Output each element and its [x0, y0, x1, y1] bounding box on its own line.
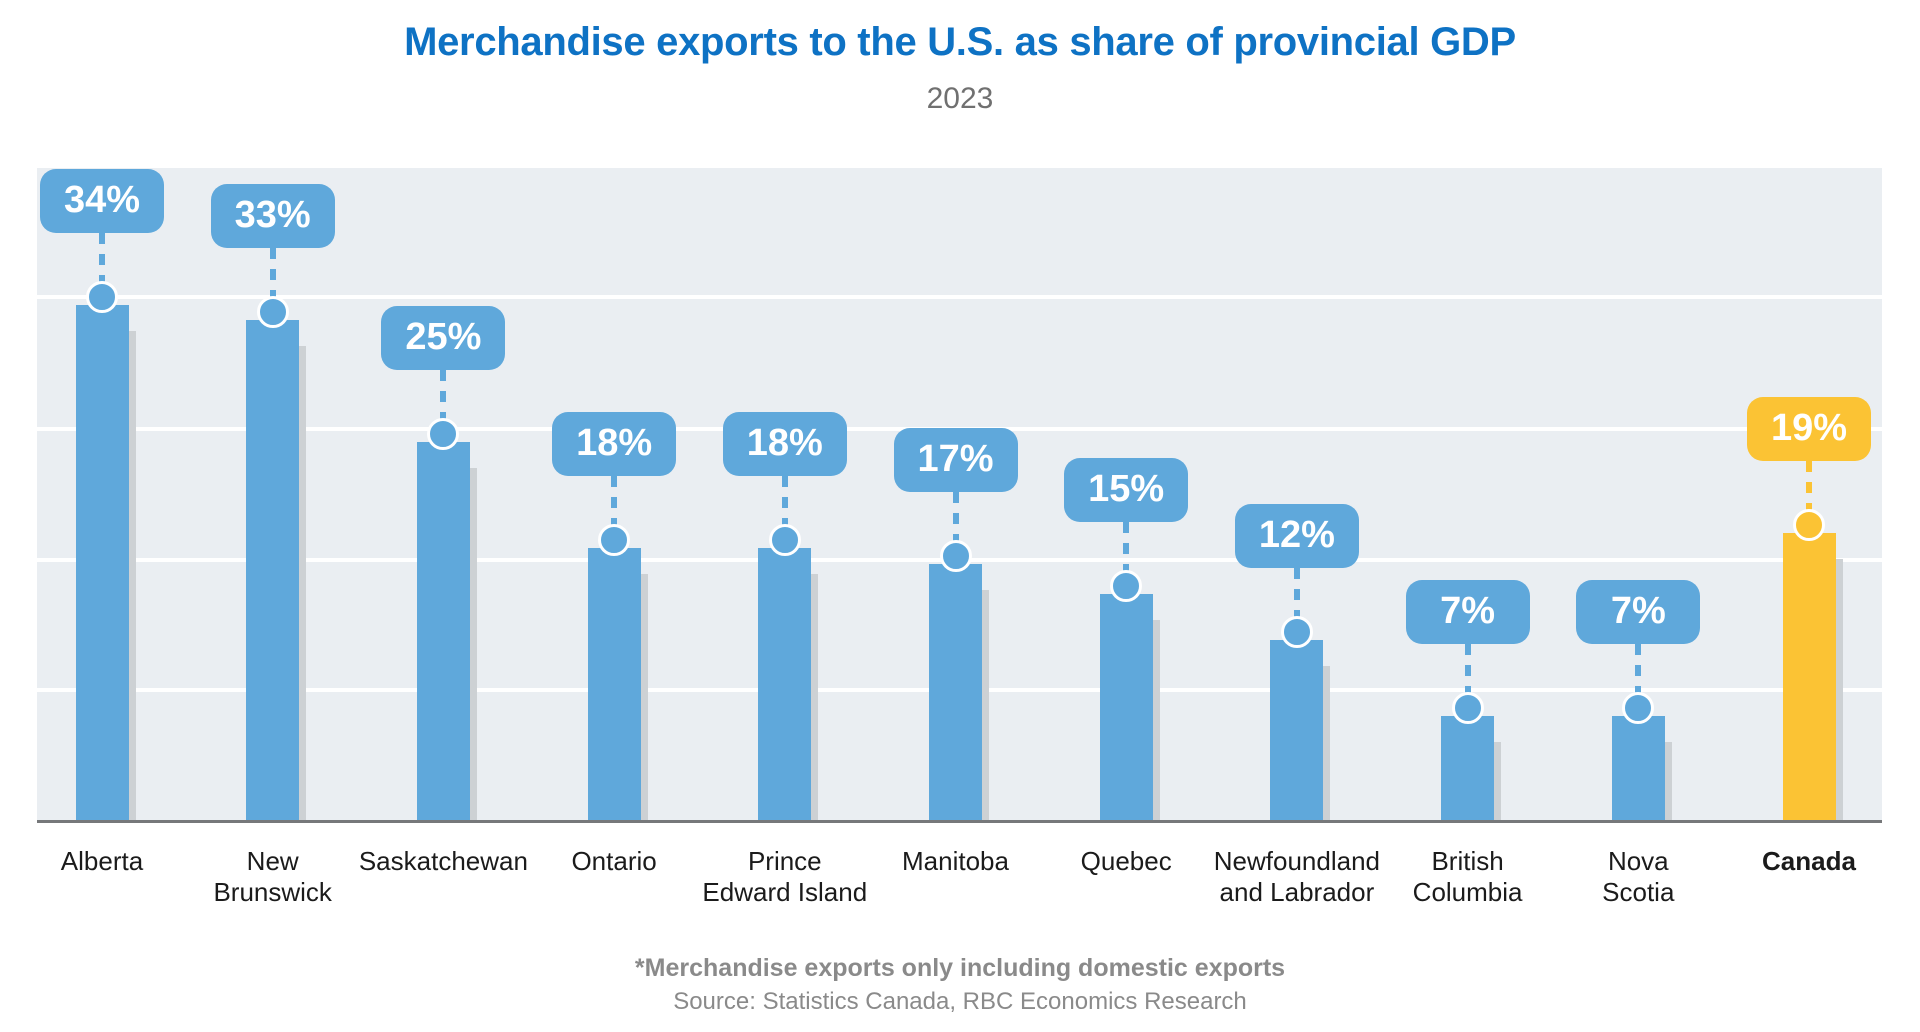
x-label-line: Prince — [747, 846, 822, 876]
marker-saskatchewan — [427, 418, 460, 450]
bar-canada — [1782, 533, 1836, 822]
x-label-nova-scotia: Nova Scotia — [1523, 846, 1753, 908]
x-axis-line — [37, 820, 1882, 823]
x-label-line: Columbia — [1412, 877, 1523, 907]
leader-line-ontario — [611, 476, 618, 527]
bar-nova-scotia — [1611, 715, 1665, 822]
marker-british-columbia — [1451, 691, 1484, 724]
x-label-saskatchewan: Saskatchewan — [328, 846, 558, 877]
leader-line-alberta — [99, 233, 105, 284]
x-label-line: New — [246, 846, 299, 876]
value-badge-newfoundland-and-labrador: 12% — [1234, 503, 1359, 568]
x-label-line: and Labrador — [1219, 877, 1375, 907]
x-label-line: Canada — [1762, 846, 1856, 876]
marker-newfoundland-and-labrador — [1280, 615, 1313, 648]
leader-line-manitoba — [952, 491, 959, 542]
footnote: *Merchandise exports only including dome… — [634, 954, 1286, 982]
marker-ontario — [598, 524, 631, 557]
bar-british-columbia — [1441, 715, 1495, 822]
x-label-line: British — [1431, 846, 1504, 876]
source-note: Source: Statistics Canada, RBC Economics… — [673, 988, 1247, 1015]
x-label-new-brunswick: New Brunswick — [158, 846, 388, 908]
chart-subtitle: 2023 — [926, 82, 994, 115]
x-label-line: Edward Island — [702, 877, 868, 907]
x-label-newfoundland-and-labrador: Newfoundland and Labrador — [1182, 846, 1412, 908]
x-label-canada: Canada — [1694, 846, 1920, 877]
x-label-british-columbia: British Columbia — [1353, 846, 1583, 908]
marker-alberta — [86, 281, 118, 314]
leader-line-quebec — [1123, 522, 1130, 572]
value-badge-ontario: 18% — [552, 412, 677, 477]
x-label-line: Scotia — [1602, 877, 1675, 907]
value-badge-british-columbia: 7% — [1405, 579, 1530, 644]
x-label-alberta: Alberta — [0, 846, 217, 877]
bar-ontario — [587, 548, 641, 822]
value-badge-manitoba: 17% — [893, 427, 1018, 492]
x-label-line: Ontario — [571, 846, 657, 876]
bar-newfoundland-and-labrador — [1270, 639, 1324, 822]
value-badge-quebec: 15% — [1064, 458, 1189, 522]
gridline — [37, 295, 1882, 299]
x-label-line: Quebec — [1080, 846, 1172, 876]
plot-area — [37, 168, 1882, 822]
value-badge-prince-edward-island: 18% — [722, 412, 847, 477]
value-badge-nova-scotia: 7% — [1576, 579, 1701, 644]
marker-nova-scotia — [1622, 691, 1655, 724]
x-label-line: Newfoundland — [1213, 846, 1380, 876]
bar-prince-edward-island — [758, 548, 812, 822]
marker-canada — [1793, 509, 1825, 542]
leader-line-new-brunswick — [269, 248, 276, 299]
bar-new-brunswick — [246, 320, 300, 822]
bar-saskatchewan — [416, 442, 470, 822]
x-label-line: Alberta — [60, 846, 144, 876]
chart-title: Merchandise exports to the U.S. as share… — [404, 20, 1516, 64]
bar-alberta — [75, 305, 129, 822]
x-label-prince-edward-island: Prince Edward Island — [670, 846, 900, 908]
x-label-ontario: Ontario — [499, 846, 729, 877]
leader-line-saskatchewan — [440, 370, 447, 420]
x-label-line: Manitoba — [902, 846, 1009, 876]
leader-line-prince-edward-island — [781, 476, 788, 527]
x-label-line: Nova — [1607, 846, 1669, 876]
x-label-quebec: Quebec — [1011, 846, 1241, 877]
marker-new-brunswick — [256, 296, 289, 329]
value-badge-alberta: 34% — [40, 169, 164, 234]
bar-manitoba — [929, 563, 982, 822]
marker-prince-edward-island — [768, 524, 801, 557]
marker-quebec — [1110, 570, 1143, 602]
leader-line-british-columbia — [1464, 643, 1471, 694]
bar-quebec — [1099, 594, 1153, 822]
leader-line-canada — [1806, 461, 1812, 512]
value-badge-new-brunswick: 33% — [210, 184, 335, 249]
x-label-line: Saskatchewan — [358, 846, 528, 876]
x-label-manitoba: Manitoba — [841, 846, 1071, 877]
x-label-line: Brunswick — [213, 877, 332, 907]
leader-line-newfoundland-and-labrador — [1293, 567, 1300, 618]
value-badge-saskatchewan: 25% — [381, 306, 506, 370]
value-badge-canada: 19% — [1747, 397, 1871, 462]
marker-manitoba — [939, 539, 972, 572]
leader-line-nova-scotia — [1635, 643, 1642, 694]
